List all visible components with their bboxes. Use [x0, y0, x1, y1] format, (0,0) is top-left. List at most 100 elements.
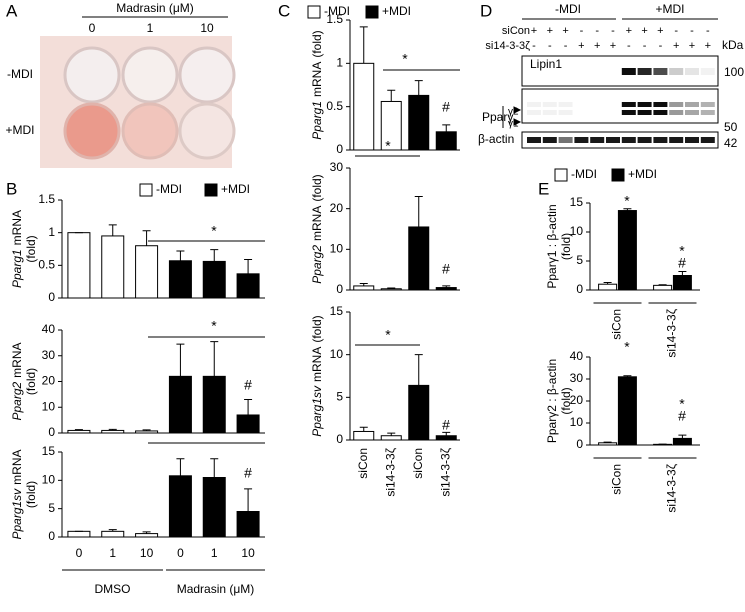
x-tick-label: siCon [411, 448, 425, 479]
y-tick-label: 20 [570, 393, 584, 407]
y-tick-label: 40 [570, 349, 584, 363]
dose-label: 0 [89, 21, 96, 35]
bar [653, 284, 673, 291]
lane-mark: + [531, 25, 537, 37]
y-tick-label: 0 [48, 290, 55, 304]
error-bar [442, 285, 451, 288]
well [121, 46, 179, 104]
bar [353, 62, 375, 151]
y-label-text: Pparγ2 : β-actin [545, 359, 559, 443]
bar [202, 260, 226, 299]
y-tick-label: 10 [570, 224, 584, 238]
error-bar [678, 434, 687, 439]
bar [135, 430, 159, 434]
band [685, 137, 699, 143]
lane-mark: + [689, 40, 695, 52]
band [558, 110, 573, 115]
blot-lipin1 [521, 55, 719, 87]
marker-label: 100 [724, 65, 744, 79]
bar [380, 435, 402, 441]
dose-label: 1 [147, 21, 154, 35]
bar [617, 210, 637, 291]
y-label: Pparγ2 : β-actin [545, 359, 559, 443]
legend-swatch [365, 5, 379, 19]
annotation: # [442, 261, 450, 277]
annotation: # [442, 99, 450, 115]
annotation: * [624, 339, 630, 355]
error-bar [623, 208, 632, 211]
x-tick-label: si14-3-3ζ [665, 308, 679, 357]
band [653, 102, 668, 107]
y-tick-label: 1.5 [326, 12, 343, 26]
band [653, 110, 668, 115]
y-tick-label: 0.5 [38, 258, 55, 272]
error-bar [74, 429, 83, 431]
bar [598, 442, 618, 446]
error-bar [387, 432, 396, 436]
group-label: Madrasin (μM) [177, 582, 255, 596]
lane-mark: - [595, 25, 599, 37]
panel-label: E [538, 179, 549, 198]
y-tick-label: 15 [330, 304, 344, 318]
band [621, 110, 636, 115]
band [700, 137, 715, 143]
y-label-gene: Pparg2 [310, 245, 324, 284]
panel-label: A [6, 1, 18, 20]
error-bar [603, 441, 612, 443]
bar [67, 530, 91, 538]
y-tick-label: 0 [576, 437, 583, 451]
y-label-text: mRNA [10, 449, 24, 484]
bar [202, 477, 226, 538]
band [685, 102, 699, 107]
dose-label: 10 [200, 21, 214, 35]
bar [101, 429, 125, 434]
y-label: Pparg1sv mRNA [10, 449, 24, 539]
annotation: * [385, 138, 391, 154]
lane-mark: + [673, 40, 679, 52]
annotation: * [385, 327, 391, 343]
error-bar [244, 258, 253, 274]
error-bar [210, 458, 219, 478]
lane-mark: + [562, 25, 568, 37]
error-bar [210, 249, 219, 262]
legend-swatch [139, 183, 153, 197]
blot-ppar [521, 88, 719, 124]
bar [598, 283, 618, 291]
y-tick-label: 10 [570, 415, 584, 429]
y-tick-label: 10 [42, 473, 56, 487]
y-label-unit: (fold) [559, 233, 573, 260]
treatment-label: siCon [502, 25, 530, 37]
y-tick-label: 0 [48, 529, 55, 543]
error-bar [442, 431, 451, 436]
y-tick-label: 40 [42, 322, 56, 336]
bar [101, 235, 125, 299]
y-tick-label: 10 [42, 399, 56, 413]
bar [380, 288, 402, 291]
y-label-unit: (fold) [24, 368, 38, 395]
x-tick-label: 10 [140, 546, 154, 560]
lane-mark: + [705, 40, 711, 52]
dose-title: Madrasin (μM) [116, 1, 194, 15]
error-bar [176, 458, 185, 476]
lane-mark: - [564, 40, 568, 52]
lane-mark: - [532, 40, 536, 52]
band [542, 137, 557, 143]
y-tick-label: 30 [570, 371, 584, 385]
bar [236, 414, 260, 434]
legend-label: +MDI [628, 167, 657, 181]
annotation: * [211, 425, 217, 441]
band [685, 68, 699, 75]
error-bar [359, 282, 368, 286]
lane-mark: - [706, 25, 710, 37]
y-label: Pparg1 mRNA [10, 210, 24, 288]
bar [408, 94, 430, 151]
y-label-unit: (fold) [310, 315, 324, 342]
lane-mark: + [578, 40, 584, 52]
y-label-text: mRNA [310, 206, 324, 241]
lane-mark: + [547, 25, 553, 37]
lane-mark: - [580, 25, 584, 37]
y-tick-label: 0.5 [326, 99, 343, 113]
band [669, 68, 684, 75]
